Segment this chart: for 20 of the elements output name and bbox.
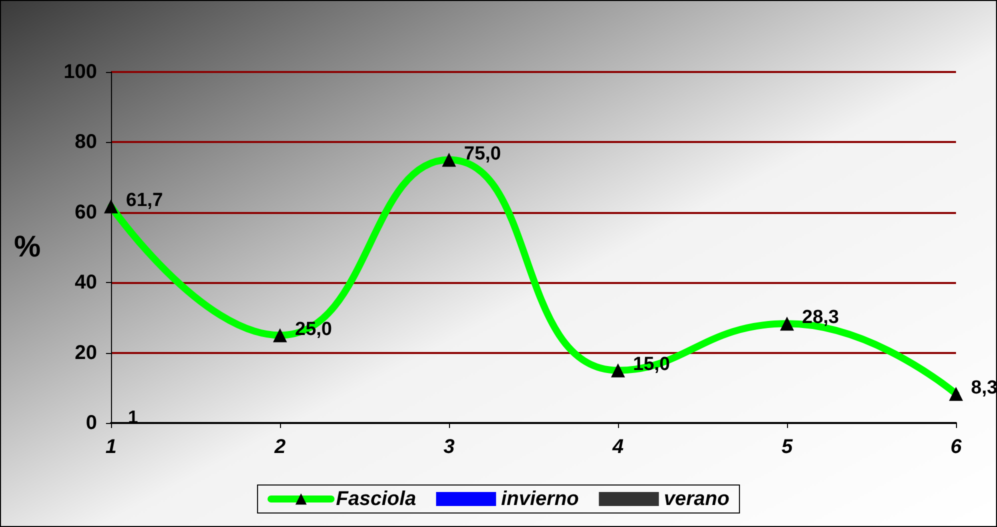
x-tick-label: 2 [273, 436, 286, 458]
legend-label: Fasciola [336, 488, 416, 510]
data-label: 61,7 [126, 190, 163, 211]
data-label: 8,3 [971, 377, 997, 398]
y-tick-label: 40 [74, 272, 97, 294]
data-label: 28,3 [802, 307, 839, 328]
y-tick-label: 20 [74, 342, 97, 364]
y-tick-label: 80 [74, 131, 97, 154]
x-tick-label: 1 [105, 436, 117, 458]
y-tick-label: 100 [64, 61, 97, 83]
legend-label: invierno [501, 488, 579, 510]
x-tick-label: 6 [950, 436, 962, 458]
legend-label: verano [664, 488, 730, 510]
y-axis-title: % [14, 230, 41, 264]
x-tick-label: 5 [781, 436, 794, 458]
x-tick-label: 3 [443, 436, 455, 458]
y-tick-label: 60 [74, 201, 97, 224]
y-tick-label: 0 [86, 412, 97, 434]
x-tick-label: 4 [611, 436, 624, 458]
data-label: 75,0 [464, 143, 501, 164]
